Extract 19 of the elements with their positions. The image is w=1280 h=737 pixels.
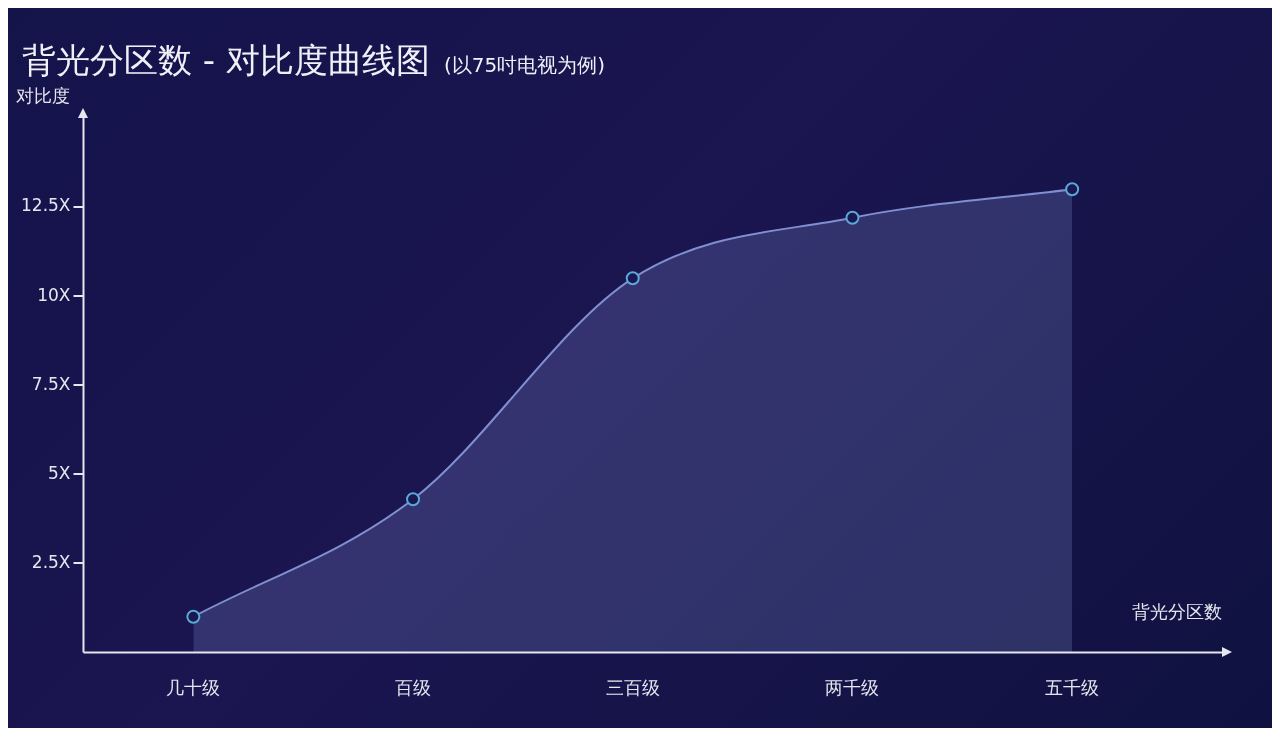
point — [845, 210, 860, 225]
x-tick-label: 五千级 — [1045, 676, 1100, 698]
y-tick-label: 12.5X — [21, 195, 71, 216]
point — [1065, 182, 1080, 197]
point — [406, 492, 421, 507]
x-tick-label: 百级 — [395, 676, 432, 698]
y-tick-label: 10X — [37, 284, 71, 305]
x-tick-label: 几十级 — [166, 676, 221, 698]
y-axis-title: 对比度 — [16, 84, 70, 106]
point — [625, 271, 640, 286]
x-tick-label: 两千级 — [825, 676, 880, 698]
y-tick-label: 7.5X — [31, 373, 71, 394]
chart-title: 背光分区数 - 对比度曲线图 — [22, 40, 430, 80]
chart-subtitle: (以75吋电视为例) — [443, 53, 605, 77]
x-tick-label: 三百级 — [605, 676, 660, 698]
x-axis-title: 背光分区数 — [1132, 601, 1222, 623]
y-tick-label: 5X — [48, 462, 71, 483]
point — [186, 609, 201, 624]
y-tick-label: 2.5X — [31, 551, 71, 572]
